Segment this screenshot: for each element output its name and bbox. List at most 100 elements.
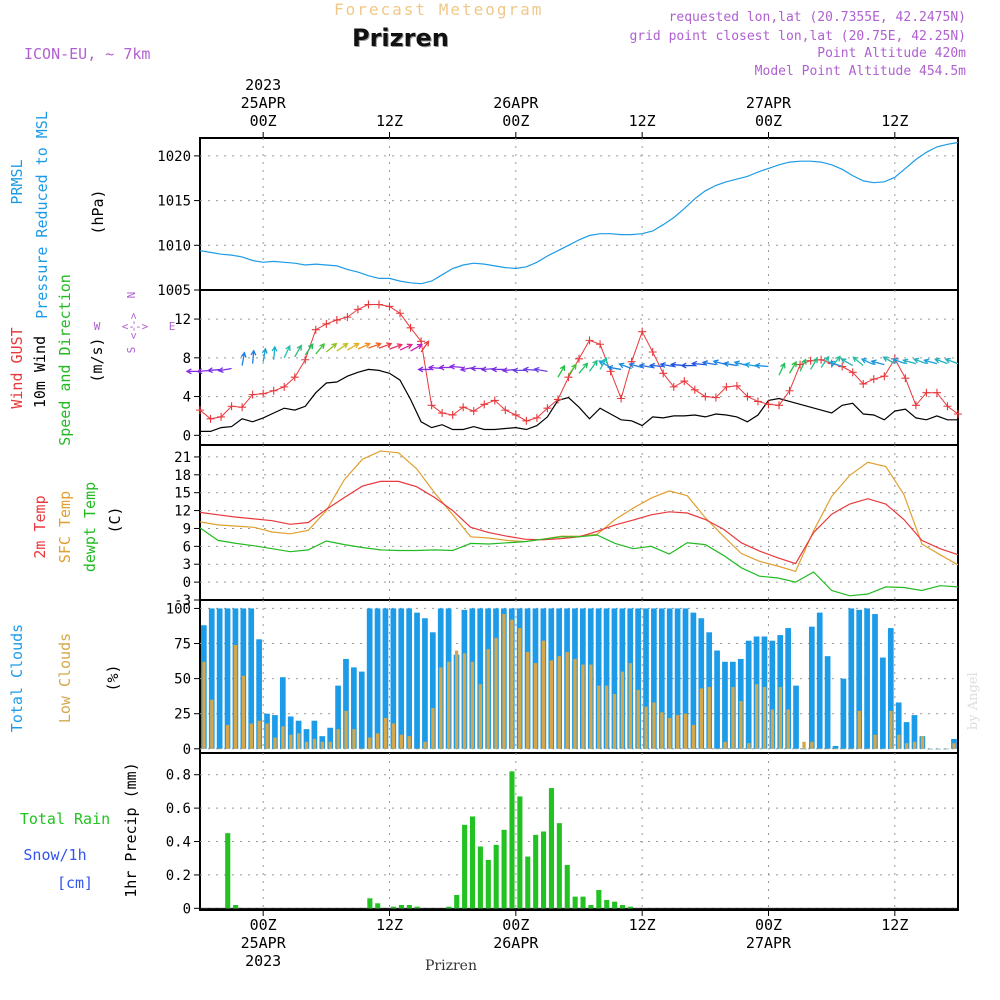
total-cloud-bar xyxy=(406,608,412,749)
wind-direction-arrow xyxy=(722,361,738,367)
rain-bar xyxy=(548,788,555,909)
total-cloud-bar xyxy=(880,657,886,749)
gust-marker xyxy=(248,390,257,399)
low-cloud-bar xyxy=(478,684,482,749)
wind-direction-arrow xyxy=(410,343,423,352)
total-cloud-bar xyxy=(801,748,807,750)
gust-marker xyxy=(617,394,626,403)
gust-marker xyxy=(238,403,247,412)
wind-direction-arrow xyxy=(754,362,769,369)
total-cloud-bar xyxy=(398,608,405,749)
total-cloud-bar xyxy=(769,640,776,749)
gust-marker xyxy=(280,382,289,391)
gust-marker xyxy=(385,302,394,311)
rain-bar xyxy=(414,906,420,909)
low-cloud-bar xyxy=(612,694,617,749)
wind-direction-arrow xyxy=(315,342,326,355)
y-tick-label: 0 xyxy=(183,428,191,444)
temp-label-unit: (C) xyxy=(106,506,124,533)
low-cloud-bar xyxy=(573,658,577,749)
total-cloud-bar xyxy=(366,608,373,749)
pressure-label-unit: (hPa) xyxy=(89,189,107,234)
low-cloud-bar xyxy=(273,737,277,749)
low-cloud-bar xyxy=(541,640,546,749)
wind-direction-arrow xyxy=(860,358,875,366)
rain-bar xyxy=(588,904,594,909)
wind-direction-arrow xyxy=(628,362,643,369)
gust-marker xyxy=(322,319,331,328)
total-cloud-bar xyxy=(429,632,436,749)
gust-marker xyxy=(901,374,910,383)
total-cloud-bar xyxy=(358,671,365,749)
low-cloud-bar xyxy=(431,708,435,749)
low-cloud-bar xyxy=(218,748,222,750)
gust-marker xyxy=(943,402,952,411)
low-cloud-bar xyxy=(715,748,719,750)
low-cloud-bar xyxy=(225,724,230,749)
low-cloud-bar xyxy=(723,741,727,749)
low-cloud-bar xyxy=(762,687,767,749)
low-cloud-bar xyxy=(589,664,593,749)
gust-marker xyxy=(848,368,857,377)
total-cloud-bar xyxy=(895,702,902,749)
gust-marker xyxy=(522,416,531,425)
gust-marker xyxy=(217,412,226,421)
rain-bar xyxy=(469,816,476,909)
wind-direction-arrow xyxy=(469,365,485,372)
gust-marker xyxy=(259,389,268,398)
wind-direction-arrow xyxy=(788,360,797,374)
chart-subtitle: Forecast Meteogram xyxy=(334,0,544,19)
gust-marker xyxy=(596,340,605,349)
total-cloud-bar xyxy=(287,716,294,749)
total-cloud-bar xyxy=(335,685,341,749)
gust-marker xyxy=(490,396,499,405)
low-cloud-bar xyxy=(794,748,798,750)
rain-bar xyxy=(541,831,547,909)
gust-marker xyxy=(269,386,278,395)
wind-label-speed-dir: Speed and Direction xyxy=(56,274,74,446)
gust-marker xyxy=(932,388,941,397)
temp-label-dewpt: dewpt Temp xyxy=(81,482,99,572)
low-cloud-bar xyxy=(857,710,861,749)
x-tick-label-bottom: 12Z xyxy=(881,916,908,934)
y-tick-label: 75 xyxy=(174,637,191,653)
rain-bar xyxy=(477,846,483,909)
low-cloud-bar xyxy=(486,649,490,749)
rain-bar xyxy=(493,844,499,909)
total-cloud-bar xyxy=(595,608,602,749)
wind-direction-arrow xyxy=(368,342,382,349)
wind-direction-arrow xyxy=(691,360,706,367)
total-cloud-bar xyxy=(816,612,823,749)
total-cloud-bar xyxy=(351,667,357,749)
gust-marker xyxy=(753,397,762,406)
wind-direction-arrow xyxy=(389,343,403,350)
total-cloud-bar xyxy=(887,628,894,749)
compass-n: N xyxy=(125,292,138,299)
x-tick-label-top: 12Z xyxy=(376,112,403,130)
gust-marker xyxy=(722,382,731,391)
low-cloud-bar xyxy=(707,687,711,749)
total-cloud-bar xyxy=(343,658,349,749)
wind-direction-arrow xyxy=(261,347,268,362)
y-tick-label: 9 xyxy=(183,521,191,537)
gust-marker xyxy=(911,401,920,410)
x-tick-label-bottom: 26APR xyxy=(493,934,539,952)
wind-direction-arrow xyxy=(891,357,906,365)
gust-marker xyxy=(743,392,752,401)
gust-marker xyxy=(406,323,415,332)
low-cloud-bar xyxy=(423,741,427,749)
wind-speed-line xyxy=(200,368,958,432)
wind-direction-arrow xyxy=(923,358,938,365)
low-cloud-bar xyxy=(447,661,451,749)
low-cloud-bar xyxy=(241,675,246,749)
low-cloud-bar xyxy=(439,667,443,749)
y-tick-label: 12 xyxy=(174,504,191,520)
low-cloud-bar xyxy=(802,741,806,749)
low-cloud-bar xyxy=(407,736,411,749)
total-cloud-bar xyxy=(793,685,799,749)
x-tick-label-top: 00Z xyxy=(502,112,529,130)
total-cloud-bar xyxy=(745,640,752,749)
low-cloud-bar xyxy=(360,748,364,750)
total-cloud-bar xyxy=(666,608,673,749)
point-altitude: Point Altitude 420m xyxy=(817,46,966,61)
